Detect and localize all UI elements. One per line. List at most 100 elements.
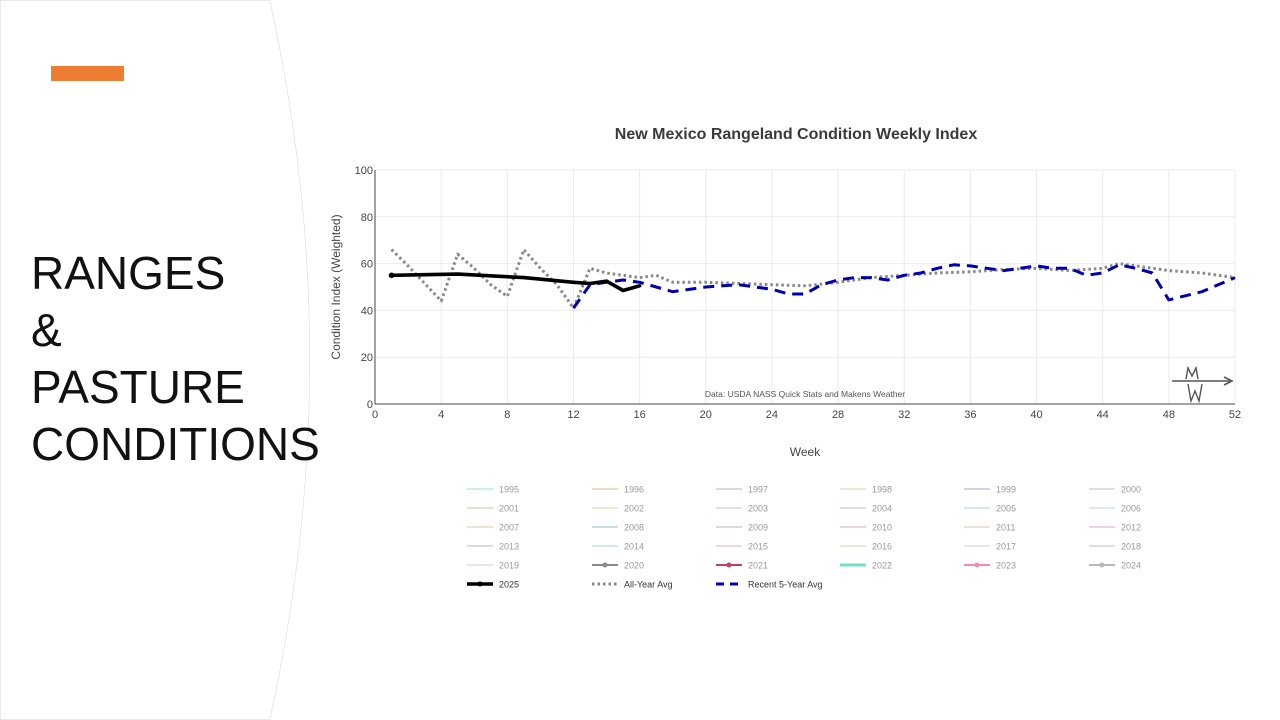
chart-legend[interactable]: 1995 1996 1997 1998 1999 2000 2001 2002 2003 2004… — [467, 485, 1141, 590]
legend-label: 2003 — [748, 504, 768, 514]
legend-item[interactable]: 1997 — [716, 485, 768, 495]
legend-label: 1995 — [499, 485, 519, 495]
x-tick-label: 20 — [700, 409, 712, 421]
slide-title-line: & — [31, 304, 62, 356]
legend-label: 2020 — [624, 561, 644, 571]
legend-item[interactable]: 2006 — [1089, 504, 1141, 514]
y-tick-label: 0 — [367, 399, 373, 411]
legend-marker — [726, 562, 732, 568]
x-tick-label: 4 — [438, 409, 444, 421]
slide-title-line: PASTURE — [31, 361, 245, 413]
series-line-2025 — [389, 272, 642, 293]
legend-item[interactable]: 2019 — [467, 561, 519, 571]
legend-item[interactable]: 2011 — [964, 523, 1015, 533]
legend-label: 2021 — [748, 561, 768, 571]
x-tick-label: 0 — [372, 409, 378, 421]
chart-series — [388, 248, 1236, 310]
y-axis-label: Condition Index (Weighted) — [329, 214, 343, 359]
legend-item[interactable]: 2008 — [592, 523, 644, 533]
legend-label: 2000 — [1121, 485, 1141, 495]
legend-item[interactable]: 2003 — [716, 504, 768, 514]
series-line-all-year-avg — [390, 248, 1236, 310]
series-line-recent-5-year-avg — [572, 263, 1236, 309]
legend-label: 2015 — [748, 542, 768, 552]
legend-item[interactable]: 2004 — [840, 504, 892, 514]
legend-item[interactable]: Recent 5-Year Avg — [716, 580, 823, 590]
legend-item[interactable]: 2020 — [592, 561, 644, 571]
x-tick-label: 40 — [1030, 409, 1042, 421]
legend-label: 2004 — [872, 504, 892, 514]
x-tick-label: 32 — [898, 409, 910, 421]
legend-marker — [602, 562, 608, 568]
legend-item[interactable]: 2025 — [467, 580, 519, 590]
legend-label: 2010 — [872, 523, 892, 533]
legend-label: 2024 — [1121, 561, 1141, 571]
legend-item[interactable]: 2001 — [467, 504, 519, 514]
legend-item[interactable]: 1998 — [840, 485, 892, 495]
legend-item[interactable]: 2009 — [716, 523, 768, 533]
y-tick-label: 80 — [361, 212, 373, 224]
legend-label: 2013 — [499, 542, 519, 552]
legend-item[interactable]: 2023 — [964, 561, 1016, 571]
legend-label: 2002 — [624, 504, 644, 514]
legend-label: 1997 — [748, 485, 768, 495]
legend-item[interactable]: 2016 — [840, 542, 892, 552]
x-tick-label: 52 — [1229, 409, 1241, 421]
legend-label: 2005 — [996, 504, 1016, 514]
legend-item[interactable]: 1999 — [964, 485, 1016, 495]
legend-item[interactable]: 1996 — [592, 485, 644, 495]
x-tick-label: 36 — [964, 409, 976, 421]
legend-item[interactable]: All-Year Avg — [592, 580, 673, 590]
legend-item[interactable]: 2018 — [1089, 542, 1141, 552]
legend-label: 2017 — [996, 542, 1016, 552]
legend-item[interactable]: 2024 — [1089, 561, 1141, 571]
slide-title-line: RANGES — [31, 247, 226, 299]
x-tick-label: 44 — [1097, 409, 1109, 421]
legend-item[interactable]: 2000 — [1089, 485, 1141, 495]
legend-item[interactable]: 2013 — [467, 542, 519, 552]
legend-label: 2025 — [499, 580, 519, 590]
x-tick-label: 16 — [633, 409, 645, 421]
legend-label: 1996 — [624, 485, 644, 495]
legend-item[interactable]: 2014 — [592, 542, 644, 552]
legend-label: 2009 — [748, 523, 768, 533]
legend-label: 2018 — [1121, 542, 1141, 552]
legend-label: 2019 — [499, 561, 519, 571]
legend-item[interactable]: 2017 — [964, 542, 1016, 552]
x-axis-label: Week — [790, 445, 821, 459]
y-tick-label: 60 — [361, 259, 373, 271]
legend-item[interactable]: 2021 — [716, 561, 768, 571]
legend-label: 2014 — [624, 542, 644, 552]
legend-item[interactable]: 2012 — [1089, 523, 1141, 533]
legend-label: 2022 — [872, 561, 892, 571]
legend-item[interactable]: 2005 — [964, 504, 1016, 514]
accent-bar — [51, 66, 124, 81]
legend-label: 2011 — [996, 523, 1015, 533]
legend-label: Recent 5-Year Avg — [748, 580, 823, 590]
chart-title: New Mexico Rangeland Condition Weekly In… — [615, 126, 978, 143]
legend-item[interactable]: 2002 — [592, 504, 644, 514]
slide-title-line: CONDITIONS — [31, 418, 320, 470]
x-tick-label: 28 — [832, 409, 844, 421]
legend-item[interactable]: 2010 — [840, 523, 892, 533]
y-tick-label: 100 — [355, 165, 373, 177]
x-tick-label: 48 — [1163, 409, 1175, 421]
legend-item[interactable]: 2015 — [716, 542, 768, 552]
source-note: Data: USDA NASS Quick Stats and Makens W… — [705, 389, 905, 399]
legend-label: 2008 — [624, 523, 644, 533]
legend-label: 2016 — [872, 542, 892, 552]
slide-title: RANGES & PASTURE CONDITIONS — [31, 245, 320, 473]
legend-item[interactable]: 2007 — [467, 523, 519, 533]
legend-label: All-Year Avg — [624, 580, 673, 590]
legend-label: 2012 — [1121, 523, 1141, 533]
legend-item[interactable]: 2022 — [840, 561, 892, 571]
x-tick-label: 8 — [504, 409, 510, 421]
legend-item[interactable]: 1995 — [467, 485, 519, 495]
legend-label: 1998 — [872, 485, 892, 495]
x-tick-label: 24 — [766, 409, 778, 421]
x-tick-label: 12 — [567, 409, 579, 421]
legend-label: 2023 — [996, 561, 1016, 571]
